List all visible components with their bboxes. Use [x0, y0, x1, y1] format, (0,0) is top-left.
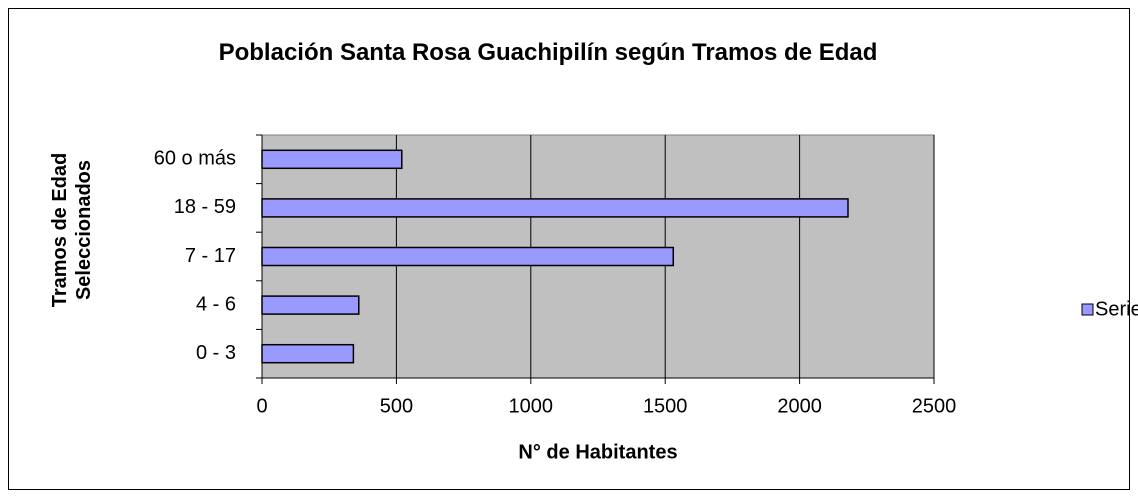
chart-title: Población Santa Rosa Guachipilín según T… — [218, 39, 878, 66]
bar — [261, 198, 849, 218]
legend-label: Series1 — [1095, 298, 1138, 320]
x-tick-label: 0 — [256, 395, 267, 417]
bar — [261, 149, 403, 170]
y-tick-label: 18 - 59 — [174, 196, 236, 218]
y-tick-label: 60 o más — [154, 148, 236, 170]
y-axis-label: Tramos de Edad Seleccionados — [49, 152, 95, 308]
x-tick-label: 2500 — [912, 395, 957, 417]
x-axis-label: N° de Habitantes — [518, 441, 677, 463]
y-tick-label: 0 - 3 — [196, 342, 236, 364]
x-tick-label: 500 — [380, 395, 413, 417]
x-tick-label: 1500 — [643, 395, 688, 417]
bar — [261, 343, 355, 364]
x-tick-label: 2000 — [777, 395, 822, 417]
legend-swatch — [1081, 303, 1094, 316]
x-tick-label: 1000 — [509, 395, 554, 417]
bar — [261, 246, 675, 267]
y-tick-label: 7 - 17 — [185, 245, 236, 267]
bar — [261, 295, 360, 315]
y-tick-label: 4 - 6 — [196, 293, 236, 315]
